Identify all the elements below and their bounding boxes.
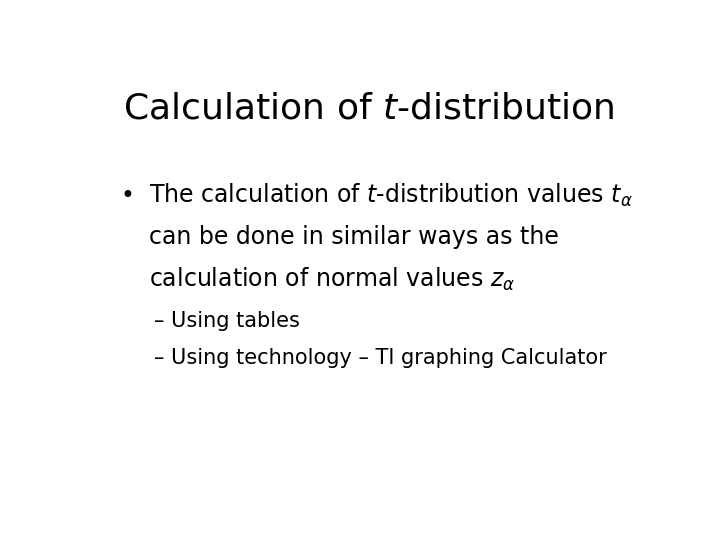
Text: The calculation of $\it{t}$-distribution values $\it{t}_{\alpha}$: The calculation of $\it{t}$-distribution… bbox=[148, 182, 632, 210]
Text: Calculation of $\it{t}$-distribution: Calculation of $\it{t}$-distribution bbox=[123, 91, 615, 125]
Text: – Using technology – TI graphing Calculator: – Using technology – TI graphing Calcula… bbox=[154, 348, 607, 368]
Text: – Using tables: – Using tables bbox=[154, 310, 300, 330]
Text: calculation of normal values $\it{z}_{\alpha}$: calculation of normal values $\it{z}_{\a… bbox=[148, 265, 515, 293]
Text: can be done in similar ways as the: can be done in similar ways as the bbox=[148, 225, 559, 249]
Text: •: • bbox=[121, 184, 135, 208]
